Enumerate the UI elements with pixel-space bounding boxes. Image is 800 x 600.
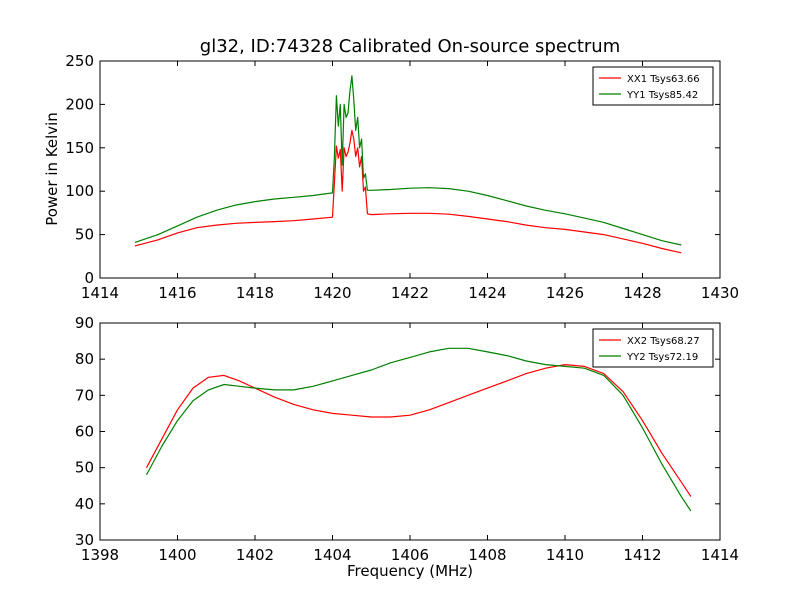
y-tick-label: 150 xyxy=(65,139,94,157)
x-tick-label: 1418 xyxy=(236,284,274,302)
x-tick-label: 1400 xyxy=(158,546,196,564)
y-tick-label: 70 xyxy=(75,386,94,404)
legend-label: YY1 Tsys85.42 xyxy=(626,90,698,101)
x-tick-label: 1422 xyxy=(391,284,429,302)
x-tick-label: 1416 xyxy=(158,284,196,302)
y-tick-label: 200 xyxy=(65,95,94,113)
y-axis-label: Power in Kelvin xyxy=(43,112,61,226)
y-tick-label: 40 xyxy=(75,495,94,513)
y-tick-label: 250 xyxy=(65,52,94,70)
series-line-yy1 xyxy=(134,75,682,246)
series-line-xx2 xyxy=(145,364,692,497)
x-tick-label: 1430 xyxy=(701,284,739,302)
legend-box xyxy=(592,328,714,368)
y-tick-label: 0 xyxy=(84,269,94,287)
x-tick-label: 1428 xyxy=(623,284,661,302)
legend: XX2 Tsys68.27 YY2 Tsys72.19 xyxy=(592,328,714,368)
x-tick-label: 1410 xyxy=(546,546,584,564)
top-spectrum-plot: 1414 1416 1418 1420 1422 1424 1426 1428 1430 0 50 1… xyxy=(65,52,739,302)
legend-box xyxy=(592,66,714,106)
y-tick-label: 100 xyxy=(65,182,94,200)
legend-label: XX1 Tsys63.66 xyxy=(627,74,700,85)
x-tick-label: 1408 xyxy=(468,546,506,564)
x-tick-label: 1402 xyxy=(236,546,274,564)
legend: XX1 Tsys63.66 YY1 Tsys85.42 xyxy=(592,66,714,106)
y-tick-label: 60 xyxy=(75,423,94,441)
legend-label: YY2 Tsys72.19 xyxy=(626,352,698,363)
legend-label: XX2 Tsys68.27 xyxy=(627,336,700,347)
x-tick-label: 1412 xyxy=(623,546,661,564)
x-tick-label: 1414 xyxy=(81,284,119,302)
x-tick-label: 1404 xyxy=(313,546,351,564)
x-tick-label: 1426 xyxy=(546,284,584,302)
bottom-spectrum-plot: 1398 1400 1402 1404 1406 1408 1410 1412 1414 30 40… xyxy=(75,314,739,564)
x-tick-label: 1398 xyxy=(81,546,119,564)
series-line-xx1 xyxy=(134,129,682,254)
y-tick-label: 50 xyxy=(75,226,94,244)
chart-title: gl32, ID:74328 Calibrated On-source spec… xyxy=(200,36,620,57)
y-tick-label: 30 xyxy=(75,531,94,549)
y-tick-label: 80 xyxy=(75,350,94,368)
y-tick-label: 50 xyxy=(75,459,94,477)
x-tick-label: 1406 xyxy=(391,546,429,564)
x-tick-label: 1414 xyxy=(701,546,739,564)
x-tick-label: 1424 xyxy=(468,284,506,302)
series-line-yy2 xyxy=(145,347,692,512)
x-axis-label: Frequency (MHz) xyxy=(347,562,473,580)
x-tick-label: 1420 xyxy=(313,284,351,302)
y-tick-label: 90 xyxy=(75,314,94,332)
